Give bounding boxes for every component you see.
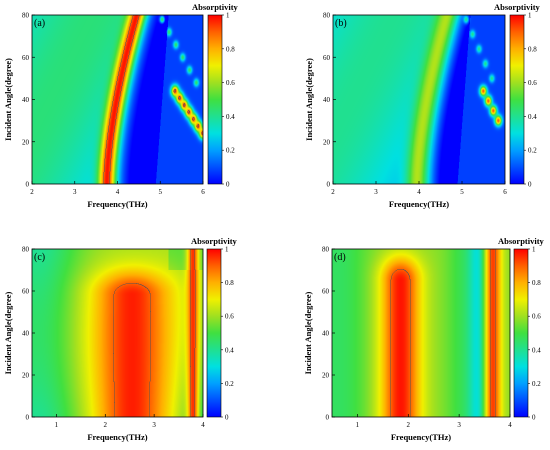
colorbar-tick-label: 0: [532, 414, 536, 422]
y-tick-label: 40: [22, 330, 30, 338]
x-tick-label: 5: [159, 188, 163, 196]
panel-2: (b)2 3 4 5 6020406080Frequency(THz)Incident …: [304, 2, 541, 209]
colorbar-title: Absorptivity: [498, 236, 545, 246]
colorbar-tick-label: 0.2: [226, 147, 235, 155]
x-tick-label: 2: [104, 421, 108, 429]
colorbar-tick-label: 1: [226, 12, 230, 20]
x-tick-label: 3: [457, 421, 461, 429]
x-tick-label: 1: [356, 421, 360, 429]
colorbar-tick-label: 1: [532, 246, 536, 254]
colorbar-tick-label: 0.6: [528, 79, 537, 87]
colorbar-tick-label: 0.2: [532, 380, 541, 388]
y-tick-label: 60: [22, 288, 30, 296]
y-tick-label: 40: [322, 330, 330, 338]
colorbar-title: Absorptivity: [191, 236, 238, 246]
colorbar-tick-label: 1: [225, 246, 229, 254]
y-tick-label: 60: [323, 54, 331, 62]
colorbar-tick-label: 0.8: [226, 45, 235, 53]
colorbar-tick-label: 0.4: [225, 346, 234, 354]
y-axis-label: Incident Angle(degree): [304, 58, 314, 141]
y-tick-label: 80: [22, 246, 30, 254]
colorbar-tick-label: 0.2: [528, 147, 537, 155]
y-axis-label: Incident Angle(degree): [3, 58, 13, 141]
x-tick-label: 3: [152, 421, 156, 429]
colorbar-tick-label: 0.8: [528, 45, 537, 53]
colorbar-tick-label: 0.4: [532, 346, 541, 354]
colorbar-tick-label: 1: [528, 12, 532, 20]
colorbar-tick-label: 0: [226, 181, 230, 189]
colorbar-tick-label: 0.6: [226, 79, 235, 87]
x-tick-label: 6: [201, 188, 205, 196]
x-tick-label: 4: [417, 188, 421, 196]
panel-1: (a)2 3 4 5 6020406080Frequency(THz)Incident …: [3, 2, 239, 209]
y-axis-label: Incident Angle(degree): [3, 291, 13, 374]
x-axis-label: Frequency(THz): [389, 199, 449, 209]
y-tick-label: 80: [323, 12, 331, 20]
y-tick-label: 0: [26, 414, 30, 422]
colorbar-scale: [207, 14, 223, 185]
x-tick-label: 5: [460, 188, 464, 196]
colorbar-tick-label: 0.4: [226, 113, 235, 121]
x-tick-label: 4: [116, 188, 120, 196]
x-axis-label: Frequency(THz): [87, 432, 147, 442]
y-tick-label: 60: [322, 288, 330, 296]
colorbar-title: Absorptivity: [494, 2, 541, 12]
heatmap-image: [32, 249, 203, 417]
y-tick-label: 20: [22, 372, 30, 380]
colorbar-tick-label: 0.8: [532, 279, 541, 287]
panel-label: (d): [334, 252, 346, 263]
colorbar-scale: [513, 248, 529, 418]
y-tick-label: 20: [22, 138, 30, 146]
x-tick-label: 2: [331, 188, 335, 196]
panel-label: (a): [34, 18, 45, 29]
y-tick-label: 0: [326, 414, 330, 422]
colorbar-title: Absorptivity: [192, 2, 239, 12]
y-tick-label: 20: [323, 138, 331, 146]
colorbar-scale: [206, 248, 222, 418]
heatmap-image: [32, 15, 203, 184]
x-tick-label: 4: [508, 421, 512, 429]
y-tick-label: 80: [22, 12, 30, 20]
y-tick-label: 40: [22, 96, 30, 104]
x-tick-label: 3: [73, 188, 77, 196]
colorbar-tick-label: 0.2: [225, 380, 234, 388]
y-tick-label: 20: [322, 372, 330, 380]
x-tick-label: 2: [407, 421, 411, 429]
x-tick-label: 6: [503, 188, 507, 196]
y-tick-label: 80: [322, 246, 330, 254]
y-tick-label: 60: [22, 54, 30, 62]
colorbar-tick-label: 0.8: [225, 279, 234, 287]
x-tick-label: 3: [374, 188, 378, 196]
colorbar-tick-label: 0: [225, 414, 229, 422]
heatmap-image: [333, 15, 505, 184]
colorbar-tick-label: 0: [528, 181, 532, 189]
heatmap-image: [332, 249, 510, 417]
x-axis-label: Frequency(THz): [87, 199, 147, 209]
y-axis-label: Incident Angle(degree): [303, 291, 313, 374]
x-tick-label: 1: [55, 421, 59, 429]
x-tick-label: 4: [201, 421, 205, 429]
panel-label: (b): [335, 18, 347, 29]
colorbar-tick-label: 0.6: [532, 313, 541, 321]
colorbar-scale: [509, 14, 525, 185]
x-tick-label: 2: [30, 188, 34, 196]
panel-label: (c): [34, 252, 45, 263]
colorbar-tick-label: 0.4: [528, 113, 537, 121]
x-axis-label: Frequency(THz): [391, 432, 451, 442]
y-tick-label: 0: [26, 181, 30, 189]
colorbar-tick-label: 0.6: [225, 313, 234, 321]
y-tick-label: 40: [323, 96, 331, 104]
y-tick-label: 0: [327, 181, 331, 189]
